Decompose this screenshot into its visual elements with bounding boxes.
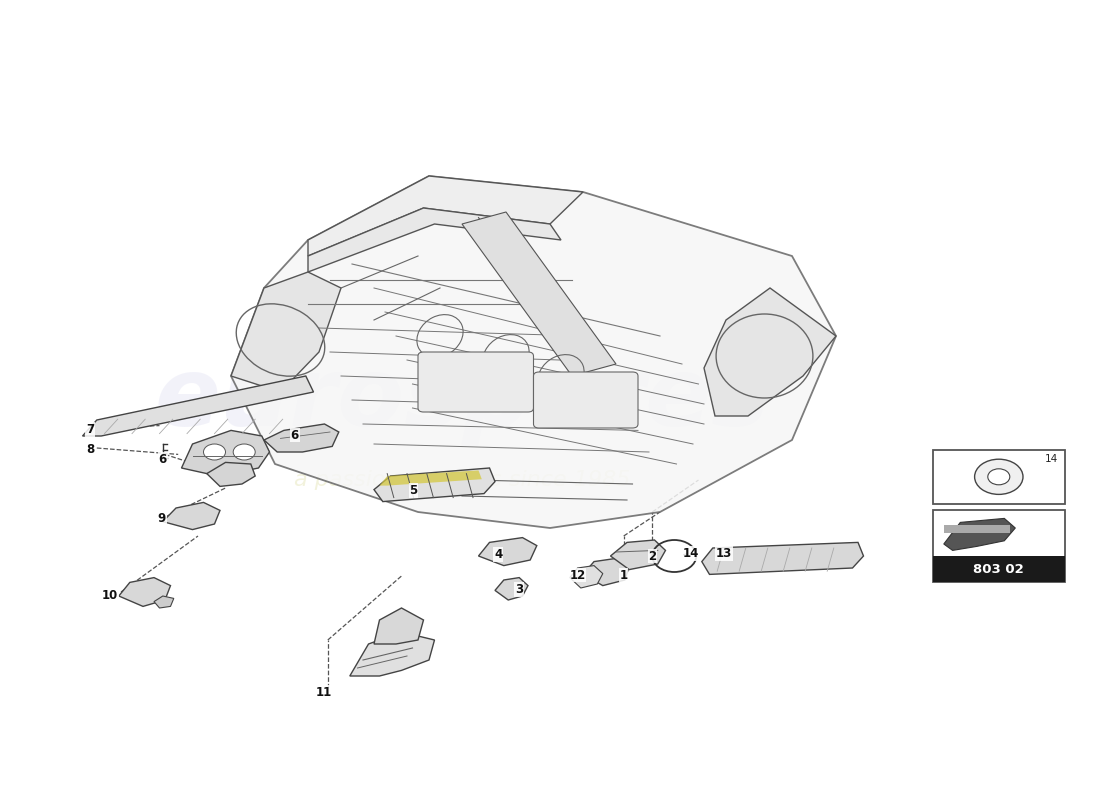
- Circle shape: [204, 444, 226, 460]
- Text: 14: 14: [683, 547, 698, 560]
- Text: 6: 6: [290, 429, 299, 442]
- Polygon shape: [495, 578, 528, 600]
- Polygon shape: [374, 608, 424, 644]
- Text: 10: 10: [102, 589, 118, 602]
- Polygon shape: [308, 176, 583, 256]
- Polygon shape: [610, 540, 665, 570]
- Polygon shape: [702, 542, 864, 574]
- Text: 4: 4: [494, 548, 503, 561]
- Polygon shape: [264, 424, 339, 452]
- Polygon shape: [374, 468, 495, 502]
- Circle shape: [988, 469, 1010, 485]
- Text: 7: 7: [86, 423, 95, 436]
- FancyBboxPatch shape: [418, 352, 534, 412]
- Text: 9: 9: [157, 512, 166, 525]
- FancyBboxPatch shape: [534, 372, 638, 428]
- Polygon shape: [379, 470, 482, 486]
- Polygon shape: [583, 558, 629, 586]
- Polygon shape: [207, 462, 255, 486]
- Text: a passion for parts since 1985: a passion for parts since 1985: [294, 470, 630, 490]
- Polygon shape: [462, 212, 616, 376]
- Text: 803 02: 803 02: [974, 563, 1024, 576]
- Bar: [944, 525, 1010, 533]
- Text: 13: 13: [716, 547, 732, 560]
- Text: 11: 11: [316, 686, 331, 698]
- Polygon shape: [231, 176, 836, 528]
- Polygon shape: [82, 376, 314, 436]
- Polygon shape: [231, 272, 341, 392]
- Text: 8: 8: [86, 443, 95, 456]
- Polygon shape: [182, 430, 270, 474]
- Polygon shape: [308, 208, 561, 272]
- Text: 12: 12: [570, 569, 585, 582]
- Circle shape: [975, 459, 1023, 494]
- Circle shape: [233, 444, 255, 460]
- Text: 3: 3: [515, 583, 524, 596]
- Polygon shape: [570, 566, 603, 588]
- Text: 14: 14: [1045, 454, 1058, 464]
- Polygon shape: [119, 578, 170, 606]
- Text: 1: 1: [619, 569, 628, 582]
- Bar: [933, 450, 1065, 504]
- Polygon shape: [478, 538, 537, 566]
- Bar: [933, 510, 1065, 582]
- Polygon shape: [704, 288, 836, 416]
- Text: 2: 2: [648, 550, 657, 562]
- Polygon shape: [944, 518, 1015, 550]
- Polygon shape: [350, 632, 434, 676]
- Polygon shape: [154, 596, 174, 608]
- Bar: [933, 557, 1065, 582]
- Text: 5: 5: [409, 484, 418, 497]
- Text: 6: 6: [158, 453, 167, 466]
- Polygon shape: [163, 502, 220, 530]
- Text: eurospares: eurospares: [154, 354, 770, 446]
